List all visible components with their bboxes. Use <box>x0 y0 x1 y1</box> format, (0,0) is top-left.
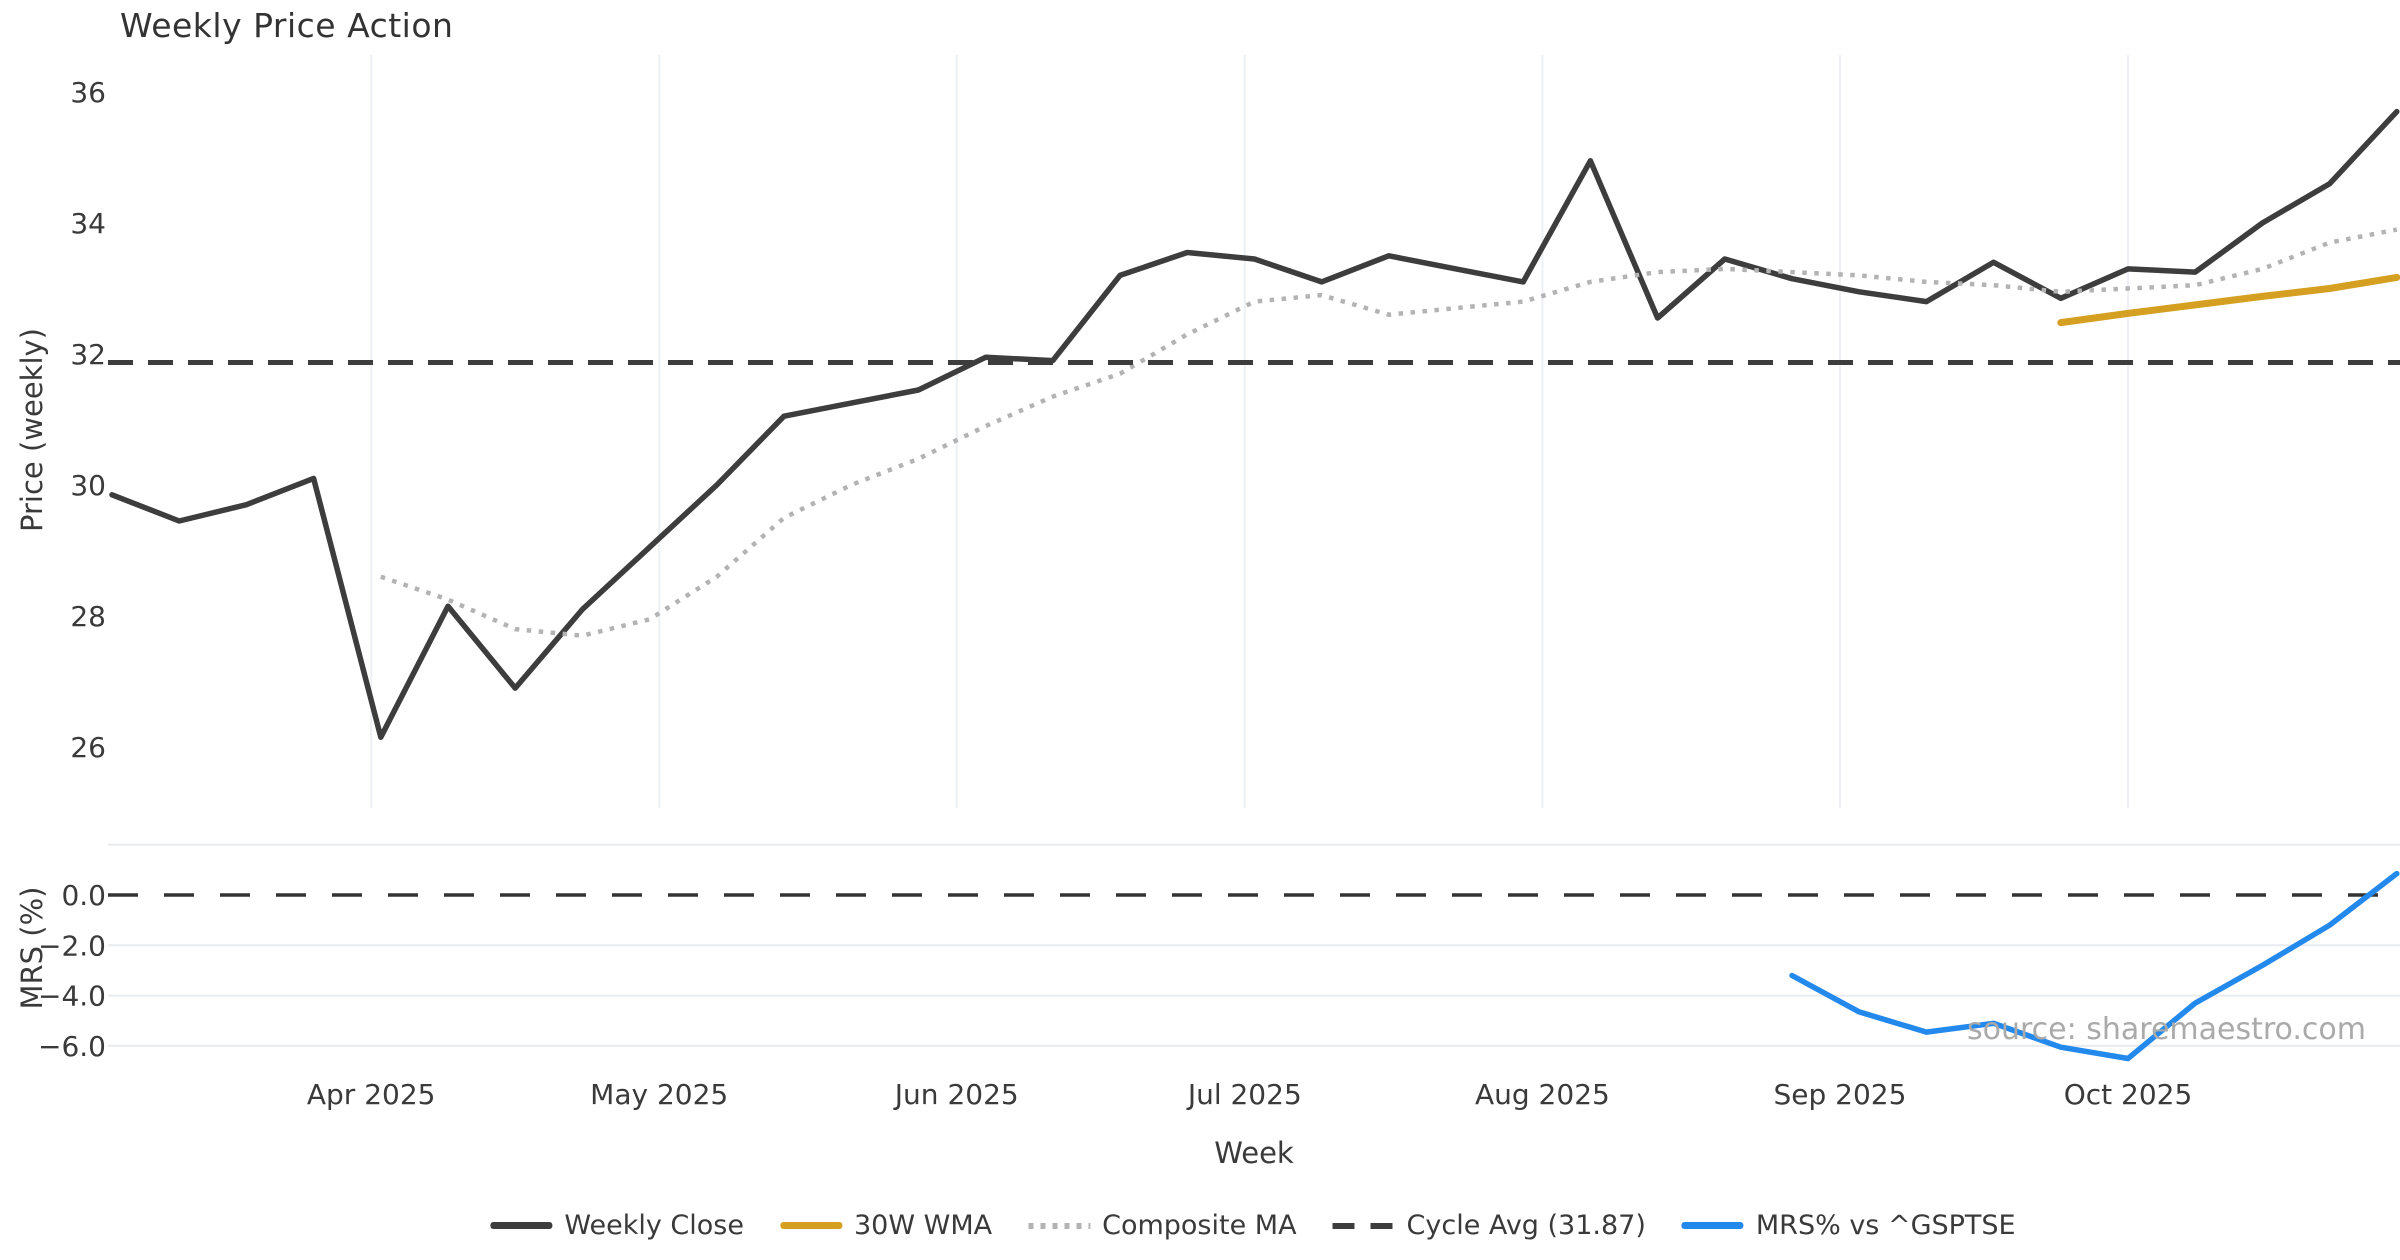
legend-item-weekly-close: Weekly Close <box>490 1210 744 1241</box>
svg-text:Jul 2025: Jul 2025 <box>1186 1078 1302 1111</box>
svg-text:0.0: 0.0 <box>61 879 106 912</box>
chart-title: Weekly Price Action <box>120 6 454 45</box>
svg-text:30: 30 <box>70 469 106 502</box>
series-weekly-close <box>109 108 2400 740</box>
legend-item-mrs: MRS% vs ^GSPTSE <box>1681 1210 2016 1241</box>
svg-text:May 2025: May 2025 <box>590 1078 728 1111</box>
svg-text:Aug 2025: Aug 2025 <box>1475 1078 1610 1111</box>
svg-text:34: 34 <box>70 207 106 240</box>
mrs-axis-title: MRS (%) <box>15 886 49 1010</box>
svg-text:32: 32 <box>70 338 106 371</box>
svg-text:−6.0: −6.0 <box>38 1030 106 1063</box>
legend-label: Cycle Avg (31.87) <box>1406 1210 1646 1241</box>
month-gridlines <box>370 55 2129 808</box>
svg-text:28: 28 <box>70 600 106 633</box>
wma-line-swatch <box>779 1222 842 1229</box>
cycle-avg-line-swatch <box>1332 1222 1395 1229</box>
svg-text:−2.0: −2.0 <box>38 929 106 962</box>
series-30w-wma <box>2057 273 2400 327</box>
composite-ma-line-swatch <box>1028 1222 1091 1229</box>
legend-label: Composite MA <box>1102 1210 1297 1241</box>
svg-text:Sep 2025: Sep 2025 <box>1774 1078 1907 1111</box>
legend-item-composite-ma: Composite MA <box>1028 1210 1297 1241</box>
svg-text:26: 26 <box>70 731 106 764</box>
svg-text:36: 36 <box>70 76 106 109</box>
series-composite-ma <box>380 227 2398 638</box>
svg-text:−4.0: −4.0 <box>38 980 106 1013</box>
price-tick-labels: 36 34 32 30 28 26 <box>70 76 106 764</box>
legend-item-cycle-avg: Cycle Avg (31.87) <box>1332 1210 1646 1241</box>
legend-label: MRS% vs ^GSPTSE <box>1755 1210 2016 1241</box>
svg-text:Apr 2025: Apr 2025 <box>307 1078 436 1111</box>
mrs-line-swatch <box>1681 1222 1744 1229</box>
month-tick-labels: Apr 2025 May 2025 Jun 2025 Jul 2025 Aug 2025… <box>307 1078 2192 1111</box>
legend-label: Weekly Close <box>564 1210 744 1241</box>
svg-text:Jun 2025: Jun 2025 <box>893 1078 1019 1111</box>
weekly-close-line-swatch <box>490 1222 553 1229</box>
x-axis-title: Week <box>1214 1136 1294 1170</box>
price-axis-title: Price (weekly) <box>15 327 49 533</box>
legend-label: 30W WMA <box>853 1210 993 1241</box>
legend: Weekly Close 30W WMA Composite MA Cycle … <box>490 1210 2016 1241</box>
series-mrs-vs-gsptse <box>1789 870 2400 1062</box>
mrs-tick-labels: 0.0 −2.0 −4.0 −6.0 <box>38 879 106 1063</box>
svg-text:Oct 2025: Oct 2025 <box>2064 1078 2193 1111</box>
mrs-gridlines <box>108 843 2400 1047</box>
legend-item-30w-wma: 30W WMA <box>779 1210 993 1241</box>
source-watermark: source: sharemaestro.com <box>1967 1012 2366 1047</box>
